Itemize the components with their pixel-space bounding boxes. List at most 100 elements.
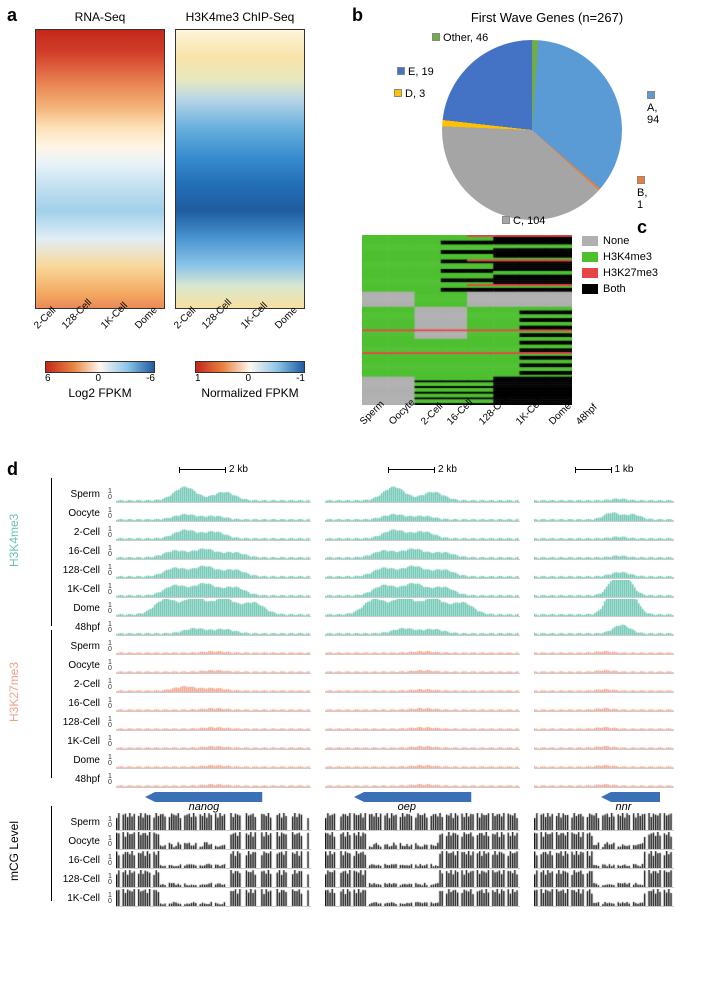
chip-colorbar: 1 0 -1 Normalized FPKM (185, 361, 315, 400)
mcg-signal (534, 832, 674, 851)
panel-b-label: b (352, 5, 363, 26)
track-y: 10 (108, 565, 116, 577)
track-stage: 128-Cell (60, 565, 108, 576)
track-signal (534, 618, 674, 637)
track-signal (116, 485, 311, 504)
track-signal (116, 732, 311, 751)
mcg-stage: 16-Cell (60, 855, 108, 866)
track-signal (325, 675, 520, 694)
pie-label-C: C, 104 (502, 215, 545, 227)
gene-arrow-nanog: nanog (116, 789, 311, 808)
rna-colorbar: 6 0 -6 Log2 FPKM (35, 361, 165, 400)
track-signal (534, 713, 674, 732)
track-signal (534, 504, 674, 523)
panel-c-heatmap (362, 235, 572, 405)
track-y: 10 (108, 836, 116, 848)
track-y: 10 (108, 817, 116, 829)
pie-label-D: D, 3 (394, 88, 425, 100)
rna-tick-2: -6 (146, 373, 155, 384)
track-y: 10 (108, 755, 116, 767)
track-signal (325, 523, 520, 542)
track-signal (534, 561, 674, 580)
scale-1-text: 2 kb (229, 464, 248, 475)
track-y: 10 (108, 893, 116, 905)
track-y: 10 (108, 660, 116, 672)
track-row: 48hpf10 (60, 770, 704, 789)
track-signal (534, 637, 674, 656)
track-signal (534, 694, 674, 713)
track-stage: 128-Cell (60, 717, 108, 728)
scale-3: 1 kb (534, 464, 674, 475)
panel-a-label: a (7, 5, 17, 26)
track-row: Sperm10 (60, 637, 704, 656)
track-y: 10 (108, 679, 116, 691)
rna-heatmap-block: RNA-Seq 2-Cell128-Cell1K-CellDome (35, 10, 165, 333)
scale-3-text: 1 kb (615, 464, 634, 475)
scale-1: 2 kb (116, 464, 311, 475)
track-row: Dome10 (60, 751, 704, 770)
panel-c-label: c (637, 217, 647, 238)
track-signal (325, 542, 520, 561)
pie-label-E: E, 19 (397, 66, 434, 78)
scale-2: 2 kb (325, 464, 520, 475)
track-signal (534, 656, 674, 675)
chip-heatmap-block: H3K4me3 ChIP-Seq 2-Cell128-Cell1K-CellDo… (175, 10, 305, 333)
mcg-signal (325, 813, 520, 832)
mcg-stage: 1K-Cell (60, 893, 108, 904)
chip-title: H3K4me3 ChIP-Seq (186, 10, 295, 24)
track-signal (325, 561, 520, 580)
track-y: 10 (108, 774, 116, 786)
track-signal (116, 504, 311, 523)
track-row: 1K-Cell10 (60, 732, 704, 751)
track-y: 10 (108, 717, 116, 729)
track-y: 10 (108, 641, 116, 653)
track-stage: 16-Cell (60, 546, 108, 557)
track-signal (116, 580, 311, 599)
track-y: 10 (108, 874, 116, 886)
track-signal (534, 580, 674, 599)
track-signal (534, 751, 674, 770)
track-signal (325, 751, 520, 770)
track-y: 10 (108, 546, 116, 558)
track-row: 1K-Cell10 (60, 580, 704, 599)
track-signal (116, 675, 311, 694)
track-stage: 2-Cell (60, 527, 108, 538)
track-signal (116, 599, 311, 618)
track-signal (534, 770, 674, 789)
mcg-stage: 128-Cell (60, 874, 108, 885)
legend-H3K27me3: H3K27me3 (582, 267, 658, 279)
track-signal (116, 561, 311, 580)
mcg-signal (325, 832, 520, 851)
track-signal (534, 523, 674, 542)
right-col: b First Wave Genes (n=267) A, 94B, 1C, 1… (352, 5, 704, 429)
track-row: 48hpf10 (60, 618, 704, 637)
track-signal (116, 694, 311, 713)
scale-2-text: 2 kb (438, 464, 457, 475)
track-y: 10 (108, 698, 116, 710)
chip-tick-1: 0 (246, 373, 252, 384)
mcg-signal (325, 889, 520, 908)
side-label-H3K27me3: H3K27me3 (7, 636, 21, 748)
track-stage: Dome (60, 755, 108, 766)
track-signal (116, 637, 311, 656)
track-signal (325, 637, 520, 656)
track-row: 128-Cell10 (60, 561, 704, 580)
track-signal (325, 770, 520, 789)
track-signal (534, 675, 674, 694)
figure: a RNA-Seq 2-Cell128-Cell1K-CellDome H3K4… (5, 5, 704, 908)
track-stage: Sperm (60, 489, 108, 500)
pie-container: A, 94B, 1C, 104D, 3E, 19Other, 46 (412, 30, 652, 230)
panel-c: c NoneH3K4me3H3K27me3Both SpermOocyte2-C… (362, 235, 704, 429)
mcg-signal (534, 851, 674, 870)
rna-title: RNA-Seq (75, 10, 126, 24)
track-stage: Oocyte (60, 508, 108, 519)
stage-label: 2-Cell (32, 305, 58, 331)
track-signal (325, 504, 520, 523)
rna-heatmap (35, 29, 165, 309)
track-row: 16-Cell10 (60, 542, 704, 561)
track-stage: 1K-Cell (60, 584, 108, 595)
track-y: 10 (108, 489, 116, 501)
panel-c-legend: NoneH3K4me3H3K27me3Both (582, 235, 658, 405)
legend-Both: Both (582, 283, 658, 295)
track-signal (116, 713, 311, 732)
